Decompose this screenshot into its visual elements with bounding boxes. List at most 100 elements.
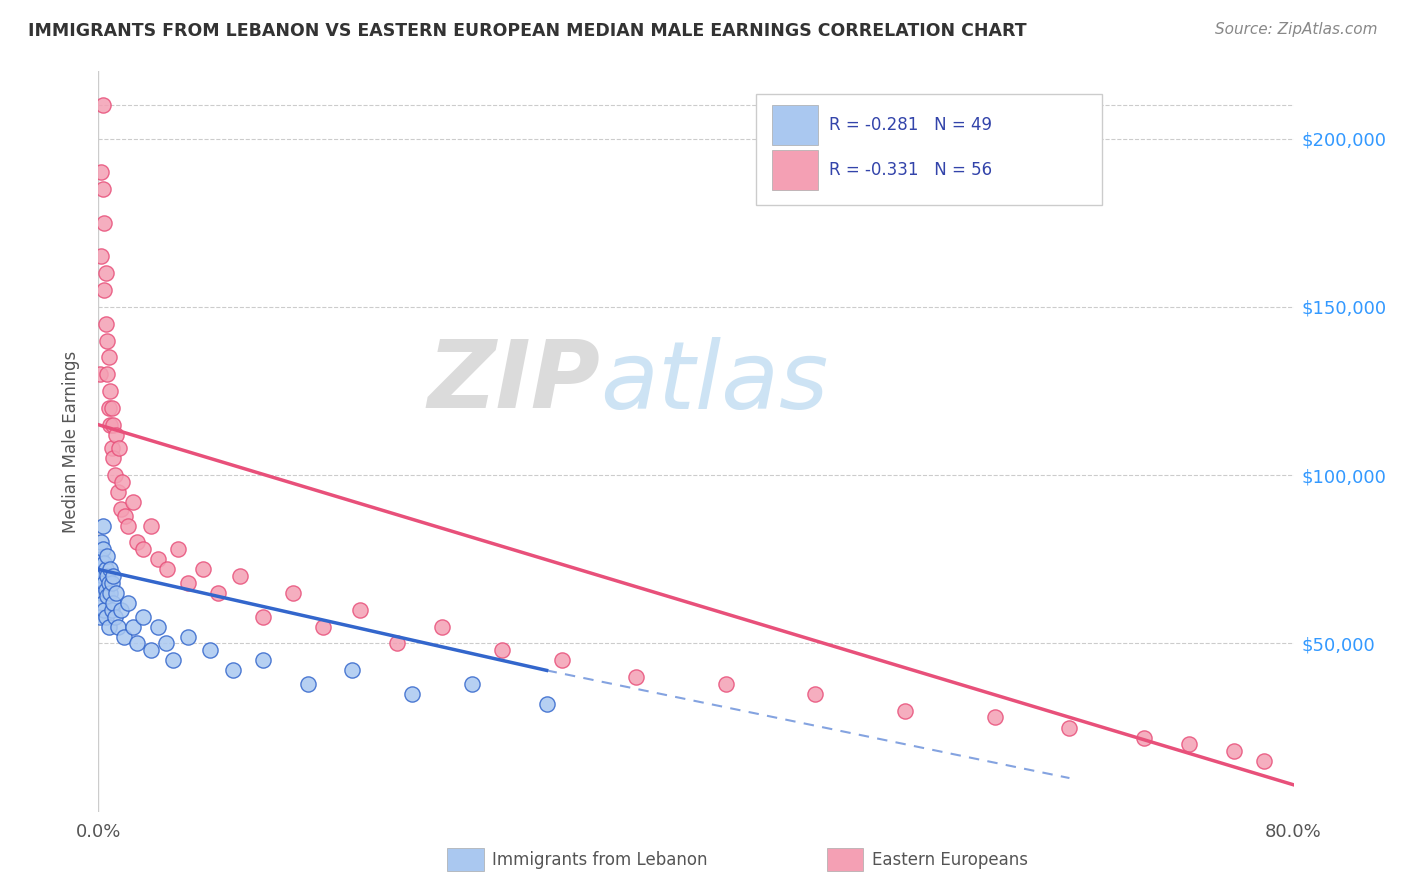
Point [177, 630, 200, 644]
FancyBboxPatch shape [772, 105, 818, 145]
Point [166, 542, 188, 557]
Point [1133, 731, 1156, 745]
Point [110, 603, 132, 617]
Point [90, 165, 112, 179]
Point [177, 575, 200, 590]
Point [90, 586, 112, 600]
Point [103, 569, 125, 583]
Text: IMMIGRANTS FROM LEBANON VS EASTERN EUROPEAN MEDIAN MALE EARNINGS CORRELATION CHA: IMMIGRANTS FROM LEBANON VS EASTERN EUROP… [28, 22, 1026, 40]
Point [401, 687, 423, 701]
Text: ZIP: ZIP [427, 336, 600, 428]
Point [94, 609, 117, 624]
Point [281, 586, 304, 600]
Point [714, 677, 737, 691]
Text: Immigrants from Lebanon: Immigrants from Lebanon [492, 851, 707, 869]
FancyBboxPatch shape [756, 94, 1102, 204]
Point [98, 384, 122, 398]
Point [105, 427, 128, 442]
Point [1223, 744, 1246, 758]
Point [89, 609, 111, 624]
Point [804, 687, 827, 701]
Point [91, 98, 114, 112]
Point [112, 630, 135, 644]
Point [94, 562, 117, 576]
Point [536, 697, 558, 711]
Point [96, 549, 118, 563]
Point [103, 596, 125, 610]
Point [148, 552, 170, 566]
Point [101, 442, 124, 456]
Text: atlas: atlas [600, 337, 828, 428]
Point [162, 653, 184, 667]
Point [155, 636, 177, 650]
Point [98, 417, 122, 432]
Point [96, 334, 118, 348]
Point [110, 501, 132, 516]
Text: Eastern Europeans: Eastern Europeans [872, 851, 1028, 869]
Point [97, 575, 120, 590]
Point [252, 653, 274, 667]
Point [107, 619, 129, 633]
Point [550, 653, 572, 667]
Point [104, 468, 127, 483]
Point [156, 562, 179, 576]
Point [89, 575, 111, 590]
Point [139, 643, 162, 657]
Point [101, 603, 124, 617]
Point [121, 619, 143, 633]
Point [94, 582, 117, 597]
Point [101, 575, 124, 590]
Point [103, 451, 125, 466]
Point [1059, 721, 1081, 735]
Point [90, 250, 112, 264]
Point [1253, 754, 1275, 768]
Point [93, 283, 115, 297]
Point [103, 417, 125, 432]
Point [98, 586, 122, 600]
Point [90, 552, 112, 566]
Point [96, 368, 118, 382]
Point [94, 266, 117, 280]
Point [101, 401, 124, 415]
Point [385, 636, 409, 650]
Point [117, 596, 139, 610]
Point [191, 562, 214, 576]
Text: R = -0.281   N = 49: R = -0.281 N = 49 [828, 117, 991, 135]
Point [121, 495, 143, 509]
Point [91, 182, 114, 196]
Point [89, 562, 111, 576]
Point [105, 586, 128, 600]
Point [349, 603, 371, 617]
Point [93, 603, 115, 617]
Point [342, 664, 364, 678]
Point [222, 664, 245, 678]
Point [96, 590, 118, 604]
Point [107, 485, 129, 500]
Y-axis label: Median Male Earnings: Median Male Earnings [62, 351, 80, 533]
Point [93, 556, 115, 570]
Point [430, 619, 453, 633]
Point [626, 670, 648, 684]
Point [1178, 738, 1201, 752]
Point [91, 518, 114, 533]
Point [148, 619, 170, 633]
Point [104, 609, 127, 624]
Point [91, 596, 114, 610]
Point [97, 619, 120, 633]
Point [97, 351, 120, 365]
Point [984, 710, 1007, 724]
Point [139, 518, 162, 533]
Point [127, 636, 149, 650]
Point [491, 643, 513, 657]
Point [117, 518, 139, 533]
Point [93, 575, 115, 590]
Point [108, 442, 131, 456]
Point [91, 569, 114, 583]
Text: Source: ZipAtlas.com: Source: ZipAtlas.com [1215, 22, 1378, 37]
Point [96, 569, 118, 583]
FancyBboxPatch shape [772, 150, 818, 190]
Point [98, 562, 122, 576]
Point [90, 535, 112, 549]
Point [93, 216, 115, 230]
Point [91, 542, 114, 557]
